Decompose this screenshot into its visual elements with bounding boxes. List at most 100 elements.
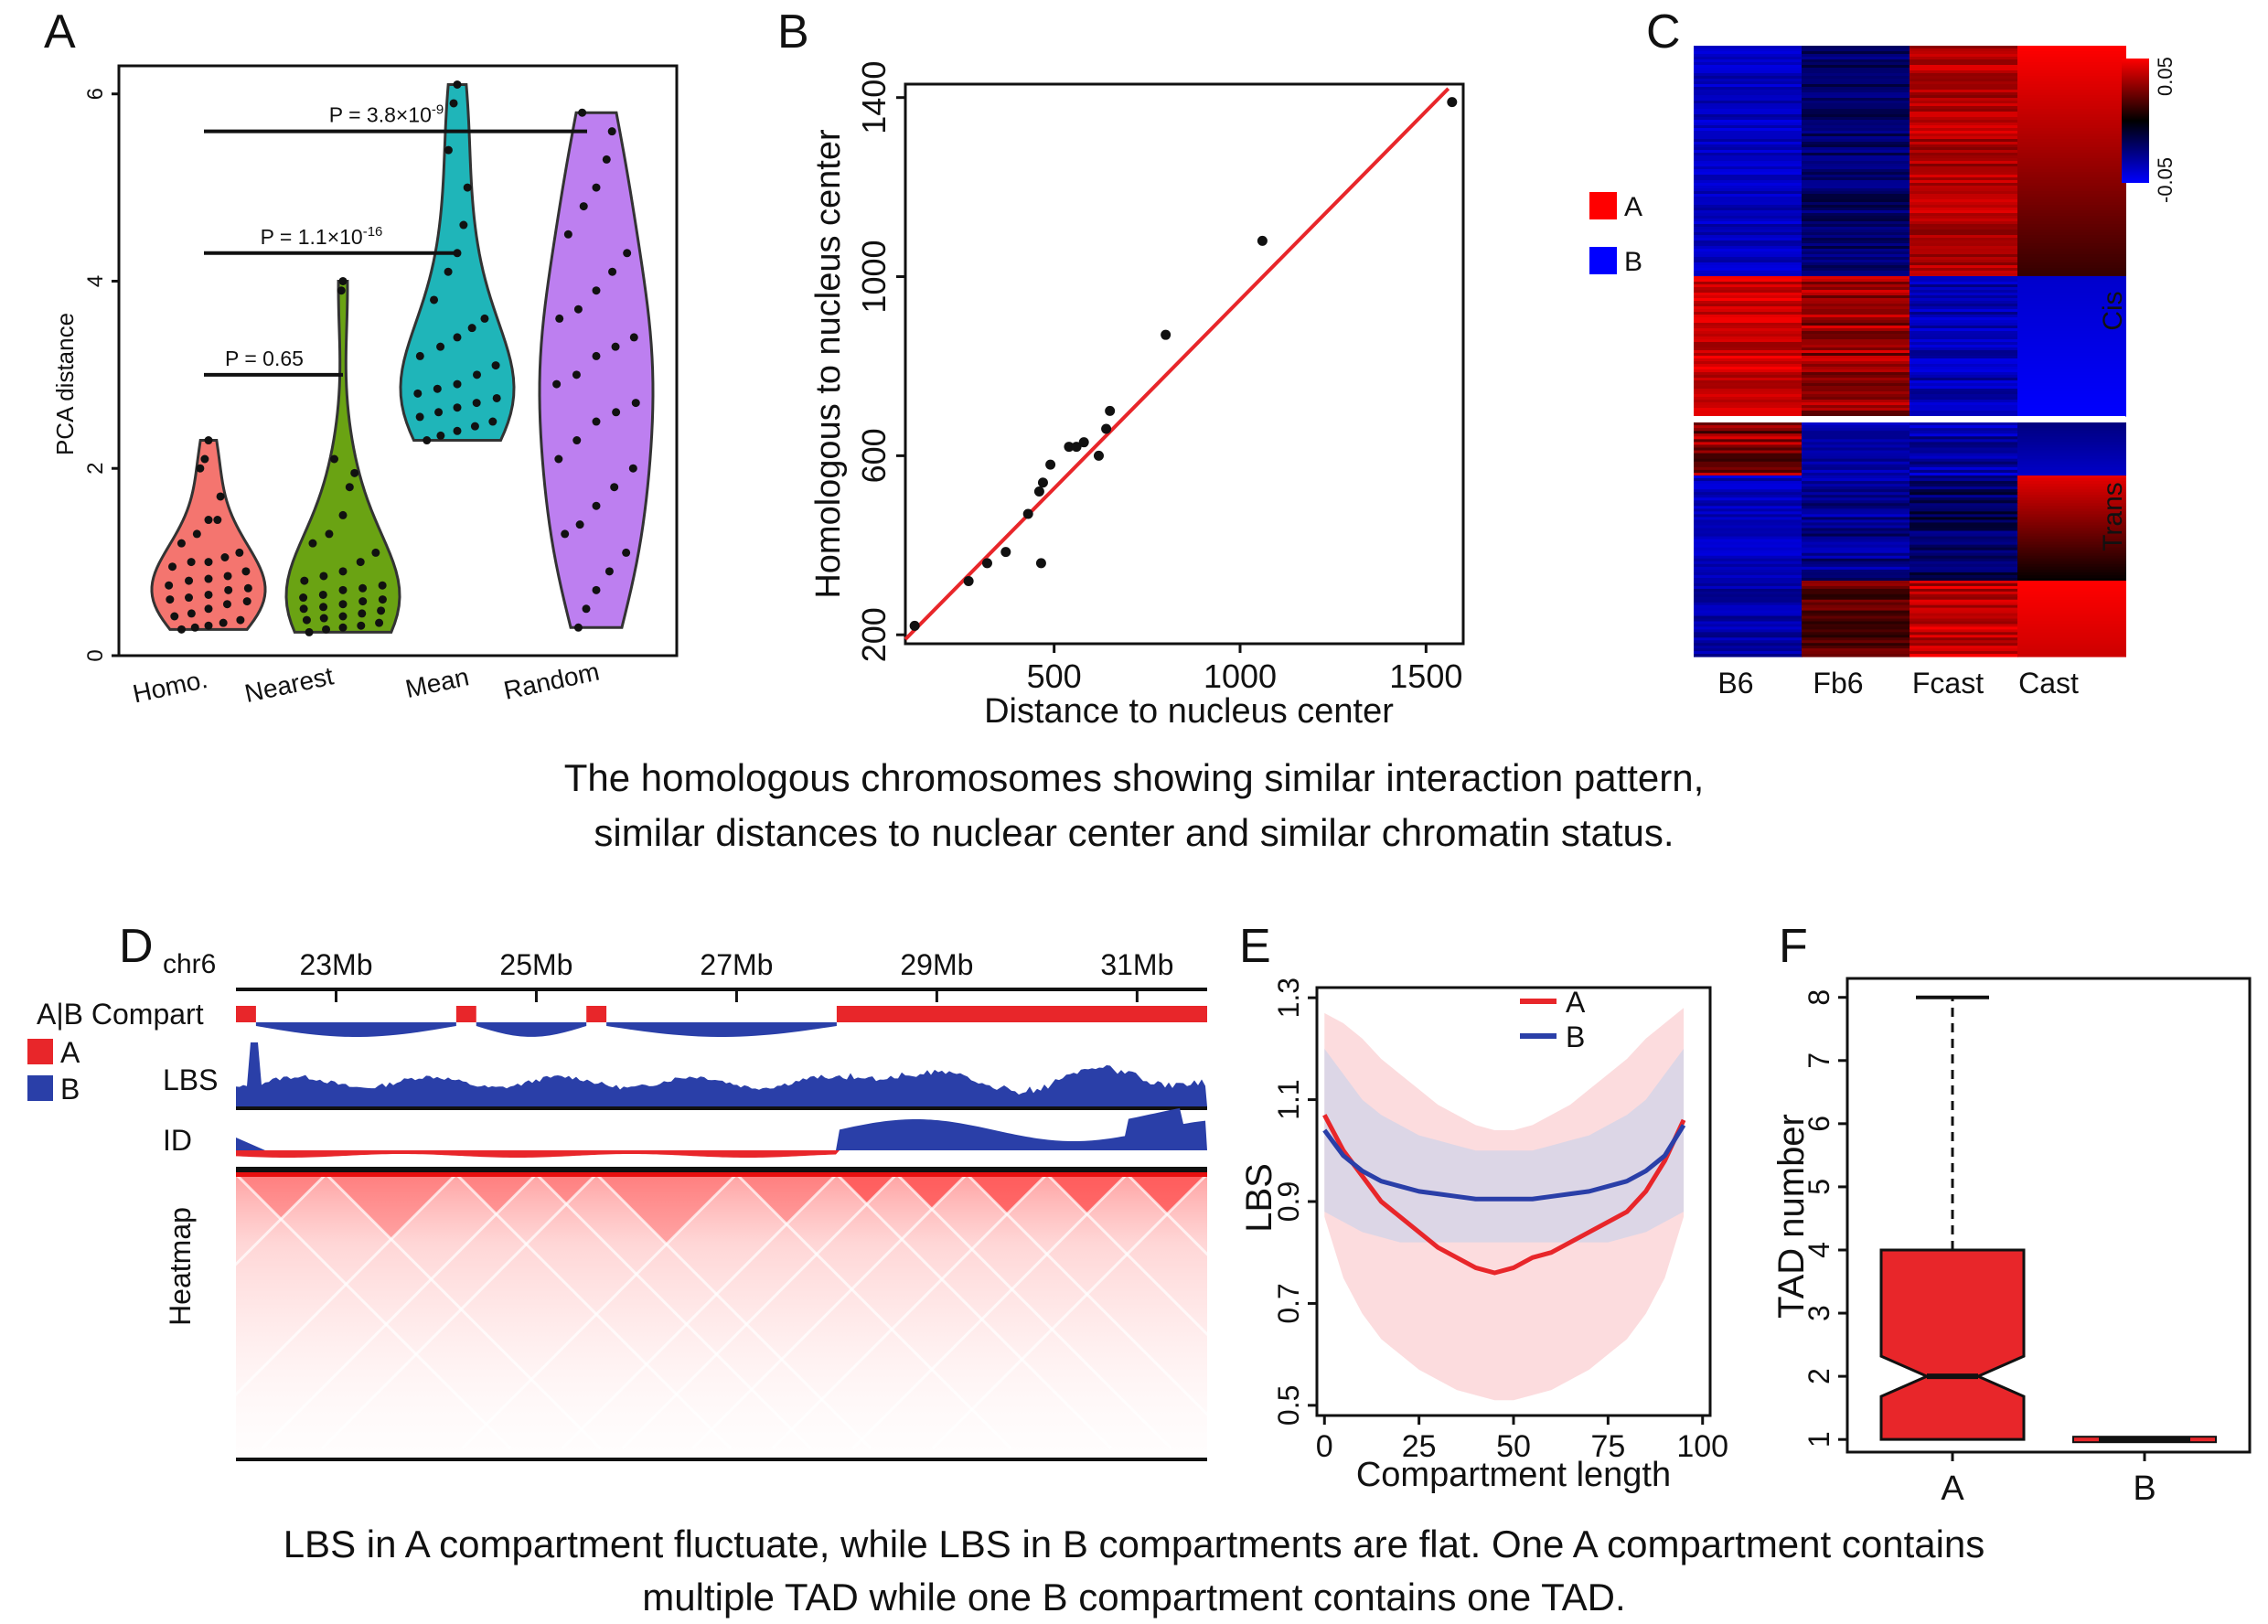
c-cell <box>1802 139 1910 143</box>
c-cell <box>1802 337 1910 340</box>
c-cell <box>2017 128 2126 132</box>
a-point <box>308 539 317 548</box>
c-cell <box>1802 651 1910 655</box>
a-point <box>204 621 213 630</box>
c-cell <box>1802 453 1910 457</box>
c-cell <box>1910 134 2018 137</box>
c-cell <box>2017 566 2126 571</box>
c-cell <box>1802 353 1910 357</box>
c-cell <box>2017 262 2126 266</box>
d-boundary-line <box>261 1172 538 1450</box>
c-cell <box>1910 500 2018 504</box>
c-cell <box>1910 144 2018 148</box>
c-cell <box>1694 511 1803 515</box>
c-cell <box>1802 125 1910 129</box>
c-cell <box>1694 566 1803 571</box>
c-cell <box>1910 411 2018 414</box>
c-cell <box>1802 216 1910 219</box>
d-boundary-line <box>895 1172 1172 1450</box>
c-cell <box>1910 447 2018 452</box>
panel-f-ylabel: TAD number <box>1771 1114 1812 1319</box>
c-cell <box>2017 648 2126 652</box>
a-point <box>453 379 462 389</box>
c-cell <box>2017 57 2126 60</box>
c-cell <box>2017 186 2126 189</box>
c-cell <box>1694 298 1803 302</box>
c-cell <box>2017 54 2126 58</box>
panel-label-e: E <box>1239 920 1271 973</box>
c-cell <box>1802 240 1910 244</box>
a-point <box>434 408 444 417</box>
a-point <box>573 304 583 314</box>
c-cell <box>1694 213 1803 217</box>
e-x-tick-label: 25 <box>1402 1429 1437 1464</box>
c-cell <box>2017 290 2126 294</box>
c-cell <box>2017 536 2126 540</box>
a-point <box>192 529 201 539</box>
c-cell <box>1802 607 1910 612</box>
c-cell <box>1910 262 2018 266</box>
c-cell <box>1802 528 1910 532</box>
c-cell <box>2017 155 2126 159</box>
c-cell <box>1694 433 1803 437</box>
b-x-tick-label: 1500 <box>1389 657 1462 695</box>
c-cell <box>1910 353 2018 357</box>
c-cell <box>2017 431 2126 434</box>
c-cell <box>2017 458 2126 463</box>
c-cell <box>1694 500 1803 504</box>
d-id-negative <box>236 1150 1207 1158</box>
b-point <box>1000 547 1011 558</box>
a-point <box>563 230 572 239</box>
c-cell <box>1910 268 2018 272</box>
c-cell <box>1802 92 1910 96</box>
a-point <box>223 572 232 581</box>
c-cell <box>1802 48 1910 52</box>
c-cell <box>1694 70 1803 74</box>
a-point <box>177 539 186 548</box>
c-cell <box>1910 246 2018 250</box>
c-cell <box>2017 654 2126 657</box>
c-cell <box>1802 177 1910 181</box>
c-cell <box>1694 210 1803 214</box>
c-cell <box>1910 177 2018 181</box>
d-boundary-line <box>461 1172 738 1450</box>
c-cell <box>1910 596 2018 601</box>
a-point <box>413 389 423 398</box>
c-cell <box>1694 369 1803 373</box>
c-cell <box>1910 533 2018 538</box>
c-cell <box>1910 213 2018 217</box>
d-compartment-a <box>236 1006 256 1022</box>
c-cell <box>1910 646 2018 649</box>
a-point <box>187 558 196 567</box>
c-cell <box>1694 257 1803 261</box>
a-point <box>318 590 327 599</box>
c-cell <box>1910 588 2018 593</box>
c-cell <box>1694 563 1803 568</box>
c-cell <box>1910 123 2018 126</box>
c-cell <box>1802 155 1910 159</box>
panel-a-y-ticks: 0 2 4 6 <box>83 88 119 662</box>
panel-f-axes: 1 2 3 4 5 6 7 8 A B <box>1803 989 2156 1508</box>
b-point <box>1045 459 1056 470</box>
c-cell <box>1694 301 1803 304</box>
c-cell <box>1910 552 2018 557</box>
c-cell <box>2017 227 2126 230</box>
c-cell <box>1802 506 1910 509</box>
panel-a-x-labels: Homo. Nearest Mean Random <box>130 657 602 709</box>
panel-f: F 1 2 3 4 5 6 7 8 A B TAD number <box>1771 920 2252 1508</box>
c-cell <box>2017 453 2126 457</box>
c-cell <box>2017 87 2126 91</box>
c-cell <box>1802 131 1910 134</box>
e-y-tick-label: 0.5 <box>1272 1385 1305 1426</box>
c-cell <box>1694 517 1803 521</box>
c-cell <box>2017 304 2126 307</box>
c-cell <box>2017 599 2126 604</box>
c-cell <box>2017 295 2126 299</box>
c-cell <box>1802 57 1910 60</box>
c-cell <box>1802 208 1910 211</box>
c-cell <box>1694 607 1803 612</box>
c-cell <box>1910 98 2018 102</box>
c-cell <box>1802 637 1910 641</box>
a-x-label: Nearest <box>242 661 337 708</box>
